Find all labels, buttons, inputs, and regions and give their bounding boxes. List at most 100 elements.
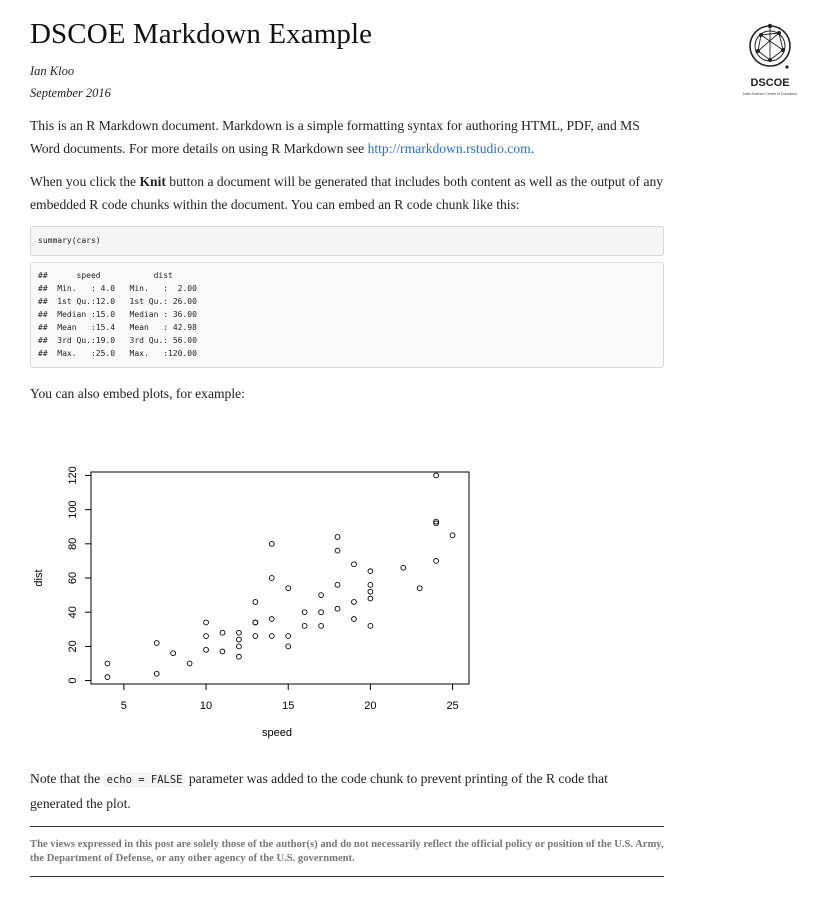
data-point [219, 648, 226, 655]
data-point [351, 599, 357, 605]
data-point [236, 643, 242, 650]
summary-line: ## Min. : 4.0 Min. : 2.00 [38, 284, 207, 293]
y-axis: 0 20 40 60 80 100 120 [67, 466, 92, 684]
x-tick-label: 15 [282, 700, 294, 712]
data-point [203, 633, 209, 639]
knit-text-before: When you click the [30, 174, 140, 189]
dscoe-logo: DSCOE Data Science Center of Education [734, 20, 806, 100]
data-point [449, 532, 456, 539]
y-tick-label: 20 [67, 640, 79, 652]
data-point [236, 653, 242, 660]
rmarkdown-link[interactable]: http://rmarkdown.rstudio.com [367, 141, 531, 156]
divider-bottom [30, 876, 664, 877]
summary-line: ## Median :15.0 Median : 36.00 [38, 310, 207, 319]
inline-code-echo: echo = FALSE [103, 773, 186, 787]
data-points [104, 472, 456, 681]
data-point [285, 643, 292, 650]
data-point [318, 592, 324, 598]
x-axis-label: speed [262, 727, 292, 739]
logo-subtitle: Data Science Center of Education [743, 92, 797, 96]
data-point [153, 670, 160, 677]
summary-line: ## Mean :15.4 Mean : 42.98 [38, 323, 207, 332]
x-axis: 5 10 15 20 25 [121, 683, 459, 712]
data-point [104, 660, 111, 667]
summary-line: ## speed dist [38, 271, 207, 280]
data-point [367, 568, 374, 575]
intro-text-end: . [530, 141, 535, 156]
page-title: DSCOE Markdown Example [30, 18, 373, 50]
x-tick-label: 5 [121, 700, 127, 712]
y-tick-label: 60 [67, 572, 79, 584]
data-point [268, 575, 275, 581]
summary-line: ## Max. :25.0 Max. :120.00 [38, 349, 207, 358]
divider-top [30, 826, 664, 827]
data-point [334, 534, 341, 540]
data-point [334, 605, 341, 612]
data-point [367, 595, 374, 602]
data-point [285, 585, 292, 592]
data-point [433, 518, 439, 525]
x-tick-label: 25 [446, 700, 458, 712]
data-point [203, 619, 209, 626]
note-text-after: parameter was added to the code chunk to… [30, 771, 608, 811]
plot-frame [90, 471, 470, 685]
y-tick-label: 0 [67, 678, 79, 684]
data-point [170, 650, 177, 657]
data-point [351, 561, 357, 568]
data-point [219, 629, 226, 636]
summary-line: ## 3rd Qu.:19.0 3rd Qu.: 56.00 [38, 336, 207, 345]
y-tick-label: 40 [67, 606, 79, 618]
date: September 2016 [30, 86, 111, 100]
summary-output: ## speed dist ## Min. : 4.0 Min. : 2.00 … [38, 269, 207, 360]
data-point [351, 616, 357, 622]
knit-bold: Knit [139, 174, 166, 189]
y-tick-label: 100 [67, 500, 79, 518]
network-globe-icon: DSCOE Data Science Center of Education [743, 23, 797, 96]
x-tick-label: 10 [200, 700, 212, 712]
scatter-chart-svg: 5 10 15 20 25 0 20 40 60 80 100 120 speed dist [33, 466, 470, 739]
data-point [268, 616, 275, 622]
note-text-before: Note that the [30, 771, 104, 786]
data-point [301, 609, 308, 616]
data-point [236, 636, 242, 643]
data-point [433, 472, 439, 479]
data-point [318, 623, 324, 629]
code-chunk-text: summary(cars) [38, 236, 101, 245]
data-point [367, 588, 374, 595]
data-point [433, 520, 439, 527]
data-point [433, 558, 439, 564]
data-point [252, 619, 259, 626]
summary-output-block: ## speed dist ## Min. : 4.0 Min. : 2.00 … [30, 262, 664, 368]
knit-paragraph: When you click the Knit button a documen… [30, 170, 664, 216]
plots-paragraph: You can also embed plots, for example: [30, 386, 245, 401]
summary-line: ## 1st Qu.:12.0 1st Qu.: 26.00 [38, 297, 207, 306]
data-point [285, 633, 292, 639]
disclaimer: The views expressed in this post are sol… [30, 839, 664, 864]
data-point [104, 674, 111, 681]
y-tick-label: 80 [67, 538, 79, 550]
data-point [367, 581, 374, 588]
author: Ian Kloo [30, 64, 75, 78]
data-point [252, 599, 259, 605]
code-chunk: summary(cars) [30, 226, 664, 256]
data-point [153, 640, 160, 646]
data-point [334, 581, 341, 588]
scatter-plot: 5 10 15 20 25 0 20 40 60 80 100 120 speed dist [30, 452, 490, 756]
data-point [203, 646, 209, 653]
logo-text: DSCOE [750, 77, 789, 89]
note-paragraph: Note that the echo = FALSE parameter was… [30, 767, 664, 815]
intro-paragraph: This is an R Markdown document. Markdown… [30, 114, 664, 160]
data-point [268, 633, 275, 639]
data-point [252, 633, 259, 639]
y-axis-label: dist [33, 569, 45, 586]
data-point [416, 585, 423, 592]
data-point [236, 629, 242, 636]
knit-text-after: button a document will be generated that… [30, 174, 664, 212]
x-tick-label: 20 [364, 700, 376, 712]
data-point [400, 564, 407, 571]
data-point [301, 623, 308, 629]
intro-text: This is an R Markdown document. Markdown… [30, 118, 640, 156]
data-point [186, 660, 193, 667]
data-point [334, 547, 341, 554]
data-point [268, 540, 275, 547]
